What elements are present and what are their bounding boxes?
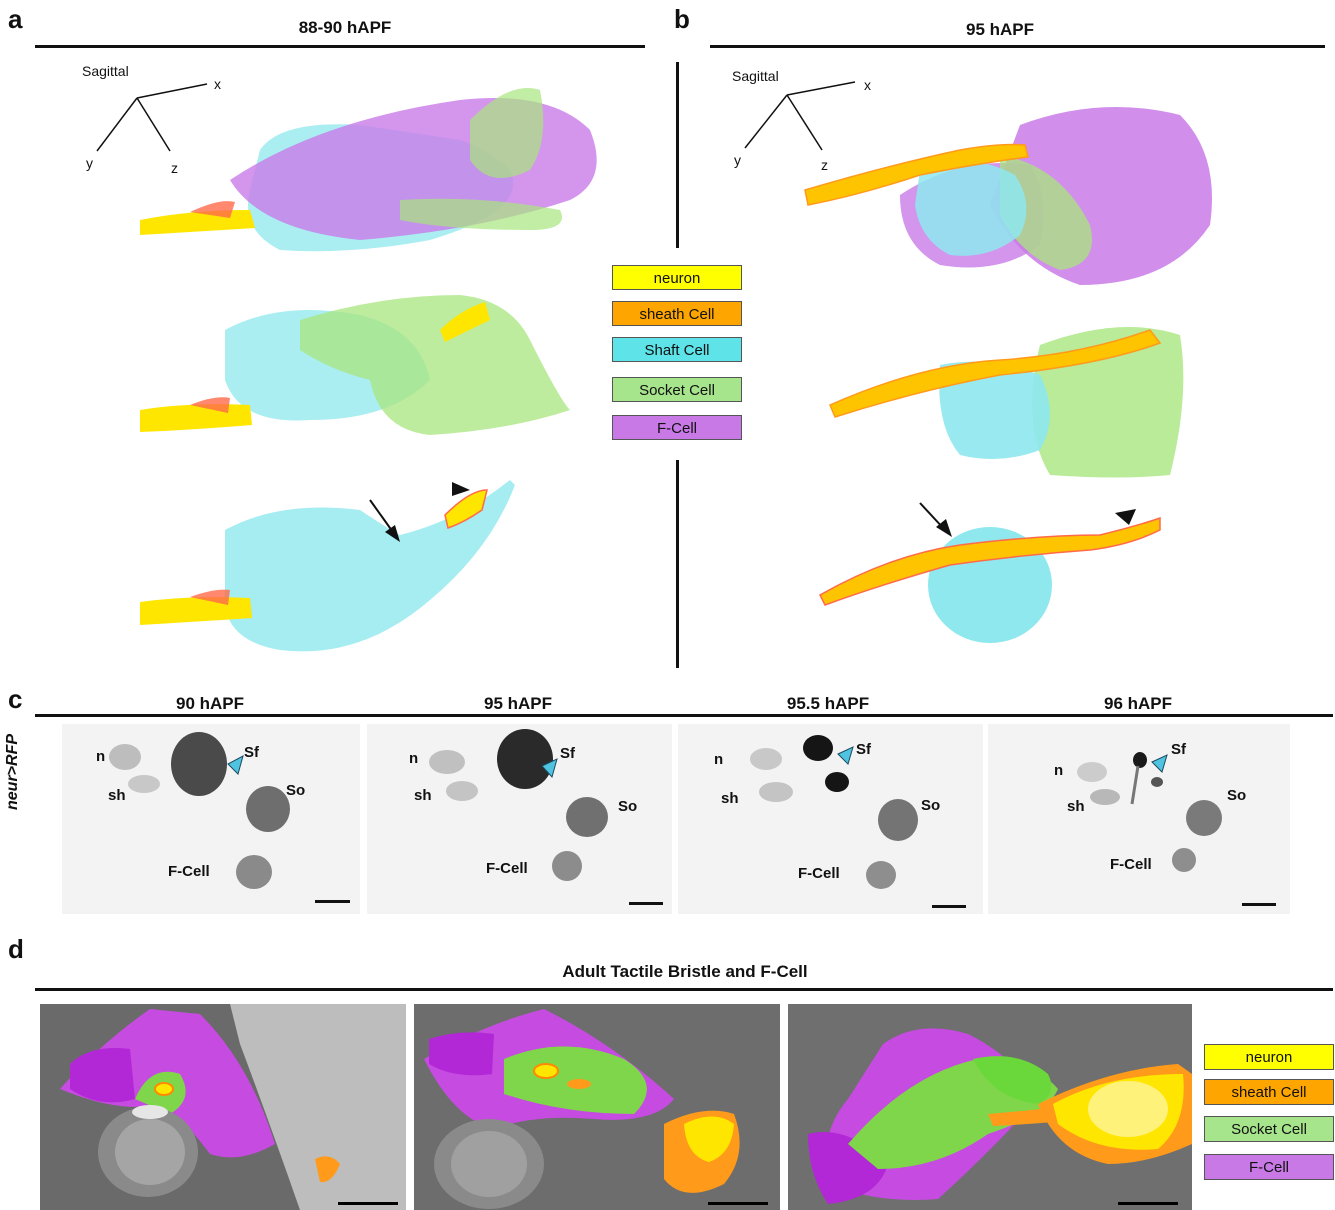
panel-c-rule	[35, 714, 1333, 717]
divider-lower	[676, 460, 679, 668]
label-sf: Sf	[560, 745, 575, 762]
axis-x-b: x	[864, 77, 871, 93]
frame-3-title: 95.5 hAPF	[786, 694, 870, 713]
row-label-neur-rfp: neur>RFP	[4, 733, 21, 810]
label-sh: sh	[721, 790, 739, 807]
label-so: So	[286, 782, 306, 799]
label-fcell: F-Cell	[1110, 856, 1152, 873]
label-sh: sh	[414, 787, 432, 804]
legend-bottom-fcell: F-Cell	[1204, 1154, 1334, 1180]
label-sh: sh	[1067, 798, 1085, 815]
label-n: n	[96, 748, 106, 765]
divider-upper	[676, 62, 679, 248]
axis-z-a: z	[171, 160, 178, 176]
axes-diagram-b	[744, 81, 856, 151]
render-3d-a	[140, 88, 597, 652]
panel-d-rule	[35, 988, 1333, 991]
panel-d-title: Adult Tactile Bristle and F-Cell	[562, 962, 808, 981]
label-sf: Sf	[244, 744, 259, 761]
scale-bar	[629, 902, 663, 905]
axis-z-b: z	[821, 157, 828, 173]
panel-letter-b: b	[674, 4, 690, 34]
panel-letter-d: d	[8, 934, 24, 964]
frame-4-image: n sh Sf So F-Cell	[988, 724, 1290, 914]
frame-3-image: n sh Sf So F-Cell	[678, 724, 983, 914]
axis-y-a: y	[86, 155, 93, 171]
axes-diagram-a	[96, 83, 208, 152]
label-n: n	[714, 751, 724, 768]
label-so: So	[618, 798, 638, 815]
axes-label-a: Sagittal	[82, 63, 129, 79]
frame-2-title: 95 hAPF	[483, 694, 553, 713]
panel-letter-c: c	[8, 684, 23, 714]
panel-a-rule	[35, 45, 645, 48]
label-n: n	[1054, 762, 1064, 779]
legend-top-socket: Socket Cell	[612, 377, 742, 402]
legend-bottom-socket: Socket Cell	[1204, 1116, 1334, 1142]
frame-2-image: n sh Sf So F-Cell	[367, 724, 672, 914]
label-so: So	[1227, 787, 1247, 804]
axis-y-b: y	[734, 152, 741, 168]
panel-b-rule	[710, 45, 1325, 48]
label-so: So	[921, 797, 941, 814]
frame-1-image: n sh Sf So F-Cell	[62, 724, 360, 914]
scale-bar	[1242, 903, 1276, 906]
label-sf: Sf	[1171, 741, 1186, 758]
frame-4-title: 96 hAPF	[1103, 694, 1173, 713]
panel-letter-a: a	[8, 4, 23, 34]
scale-bar	[932, 905, 966, 908]
label-fcell: F-Cell	[168, 863, 210, 880]
legend-top-fcell: F-Cell	[612, 415, 742, 440]
legend-top-shaft: Shaft Cell	[612, 337, 742, 362]
legend-top-sheath: sheath Cell	[612, 301, 742, 326]
label-sh: sh	[108, 787, 126, 804]
frame-1-title: 90 hAPF	[175, 694, 245, 713]
em-image-2	[414, 1004, 780, 1210]
label-sf: Sf	[856, 741, 871, 758]
em-image-1	[40, 1004, 406, 1210]
render-3d-b	[804, 107, 1212, 643]
scale-bar	[708, 1202, 768, 1205]
legend-bottom-neuron: neuron	[1204, 1044, 1334, 1070]
em-image-3	[788, 1004, 1192, 1210]
scale-bar	[315, 900, 350, 903]
axes-label-b: Sagittal	[732, 68, 779, 84]
scale-bar	[1118, 1202, 1178, 1205]
legend-top-neuron: neuron	[612, 265, 742, 290]
label-fcell: F-Cell	[486, 860, 528, 877]
panel-a-title: 88-90 hAPF	[298, 18, 392, 37]
label-n: n	[409, 750, 419, 767]
panel-b-title: 95 hAPF	[965, 20, 1035, 39]
label-fcell: F-Cell	[798, 865, 840, 882]
axis-x-a: x	[214, 76, 221, 92]
legend-bottom-sheath: sheath Cell	[1204, 1079, 1334, 1105]
scale-bar	[338, 1202, 398, 1205]
